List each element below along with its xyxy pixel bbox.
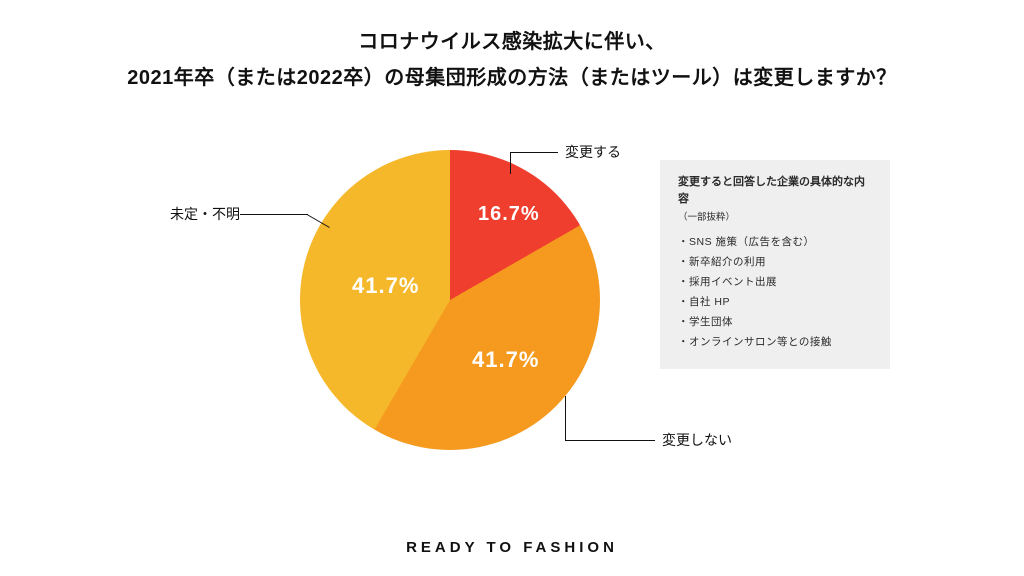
info-item: ・採用イベント出展 bbox=[678, 273, 872, 293]
info-box-subtitle: （一部抜粋） bbox=[678, 209, 872, 223]
info-box-title: 変更すると回答した企業の具体的な内容 bbox=[678, 174, 872, 207]
callout-label-nochange: 変更しない bbox=[662, 430, 732, 450]
callout-line-nochange-v bbox=[565, 396, 566, 440]
pie-chart: 16.7% 41.7% 41.7% bbox=[300, 150, 600, 450]
info-item: ・SNS 施策（広告を含む） bbox=[678, 233, 872, 253]
info-item: ・自社 HP bbox=[678, 293, 872, 313]
callout-label-undecided: 未定・不明 bbox=[170, 204, 240, 224]
pie-disc bbox=[300, 150, 600, 450]
callout-line-change-v bbox=[510, 152, 511, 174]
info-box: 変更すると回答した企業の具体的な内容 （一部抜粋） ・SNS 施策（広告を含む）… bbox=[660, 160, 890, 369]
info-item: ・学生団体 bbox=[678, 313, 872, 333]
info-item: ・オンラインサロン等との接触 bbox=[678, 333, 872, 353]
pct-label-undecided: 41.7% bbox=[352, 273, 419, 299]
pct-label-no-change: 41.7% bbox=[472, 347, 539, 373]
footer-brand: READY TO FASHION bbox=[0, 539, 1024, 556]
callout-line-nochange-h bbox=[565, 440, 655, 441]
chart-title: コロナウイルス感染拡大に伴い、 2021年卒（または2022卒）の母集団形成の方… bbox=[0, 0, 1024, 96]
title-line-1: コロナウイルス感染拡大に伴い、 bbox=[0, 24, 1024, 60]
callout-label-change: 変更する bbox=[565, 142, 621, 162]
callout-line-undec-h bbox=[240, 214, 308, 215]
title-line-2: 2021年卒（または2022卒）の母集団形成の方法（またはツール）は変更しますか… bbox=[0, 60, 1024, 96]
info-item: ・新卒紹介の利用 bbox=[678, 253, 872, 273]
callout-line-change-h bbox=[510, 152, 558, 153]
pct-label-change: 16.7% bbox=[478, 203, 540, 226]
chart-area: 16.7% 41.7% 41.7% 変更する 変更しない 未定・不明 変更すると… bbox=[0, 130, 1024, 510]
